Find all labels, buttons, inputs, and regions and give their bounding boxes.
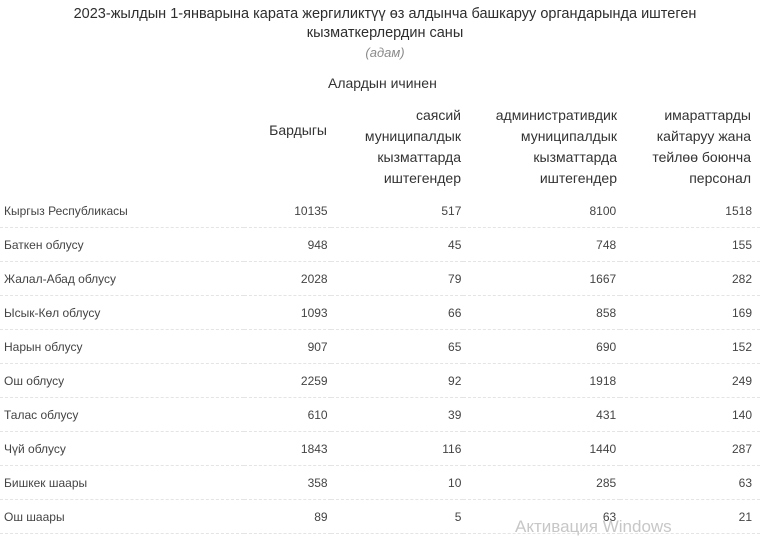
political-cell: 517 <box>330 194 464 228</box>
total-cell: 2028 <box>243 261 331 296</box>
column-header-line: иштегендер <box>539 170 617 186</box>
administrative-cell: 63 <box>463 499 621 534</box>
title-line-2: кызматкерлердин саны <box>306 25 464 41</box>
table-row: Жалал-Абад облусу 2028 79 1667 282 <box>0 261 760 296</box>
technical-cell: 21 <box>620 499 760 534</box>
technical-cell: 287 <box>620 431 760 466</box>
region-name: Кыргыз Республикасы <box>0 194 244 228</box>
column-header-line: саясий <box>415 107 461 123</box>
administrative-cell: 858 <box>463 295 621 330</box>
region-name: Жалал-Абад облусу <box>0 261 244 296</box>
title-line-1: 2023-жылдын 1-январына карата жергиликтү… <box>73 6 697 22</box>
total-cell: 2259 <box>243 363 331 398</box>
administrative-cell: 690 <box>463 329 621 364</box>
political-cell: 5 <box>330 499 464 534</box>
political-cell: 65 <box>330 329 464 364</box>
technical-cell: 249 <box>620 363 760 398</box>
table-row: Баткен облусу 948 45 748 155 <box>0 227 760 262</box>
table-row: Бишкек шаары 358 10 285 63 <box>0 465 760 500</box>
column-header-technical: имараттарды кайтаруу жана тейлөө боюнча … <box>625 105 751 189</box>
table-title: 2023-жылдын 1-январына карата жергиликтү… <box>0 5 770 43</box>
column-header-line: персонал <box>689 170 751 186</box>
political-cell: 79 <box>330 261 464 296</box>
administrative-cell: 285 <box>463 465 621 500</box>
political-cell: 92 <box>330 363 464 398</box>
political-cell: 45 <box>330 227 464 262</box>
region-name: Чүй облусу <box>0 431 244 466</box>
administrative-cell: 1440 <box>463 431 621 466</box>
group-header: Алардын ичинен <box>328 75 437 91</box>
column-header-line: кызматтарда <box>377 149 461 165</box>
political-cell: 10 <box>330 465 464 500</box>
technical-cell: 155 <box>620 227 760 262</box>
column-header-total: Бардыгы <box>269 122 327 138</box>
political-cell: 39 <box>330 397 464 432</box>
region-name: Ысык-Көл облусу <box>0 295 244 330</box>
total-cell: 948 <box>243 227 331 262</box>
political-cell: 116 <box>330 431 464 466</box>
technical-cell: 169 <box>620 295 760 330</box>
technical-cell: 1518 <box>620 194 760 228</box>
administrative-cell: 1667 <box>463 261 621 296</box>
technical-cell: 63 <box>620 465 760 500</box>
total-cell: 1843 <box>243 431 331 466</box>
table-row: Ысык-Көл облусу 1093 66 858 169 <box>0 295 760 330</box>
region-name: Ош шаары <box>0 499 244 534</box>
technical-cell: 152 <box>620 329 760 364</box>
administrative-cell: 8100 <box>463 194 621 228</box>
table-row: Чүй облусу 1843 116 1440 287 <box>0 431 760 466</box>
total-cell: 610 <box>243 397 331 432</box>
column-header-line: иштегендер <box>383 170 461 186</box>
unit-label: (адам) <box>365 45 405 60</box>
column-header-line: муниципалдык <box>520 128 617 144</box>
region-name: Бишкек шаары <box>0 465 244 500</box>
technical-cell: 140 <box>620 397 760 432</box>
region-name: Ош облусу <box>0 363 244 398</box>
column-header-line: муниципалдык <box>364 128 461 144</box>
technical-cell: 282 <box>620 261 760 296</box>
column-header-line: административдик <box>495 107 617 123</box>
region-name: Баткен облусу <box>0 227 244 262</box>
administrative-cell: 431 <box>463 397 621 432</box>
region-name: Нарын облусу <box>0 329 244 364</box>
table-row: Нарын облусу 907 65 690 152 <box>0 329 760 364</box>
total-cell: 1093 <box>243 295 331 330</box>
political-cell: 66 <box>330 295 464 330</box>
administrative-cell: 748 <box>463 227 621 262</box>
column-header-line: кайтаруу жана <box>656 128 751 144</box>
column-header-political: саясий муниципалдык кызматтарда иштегенд… <box>330 105 461 189</box>
column-header-line: тейлөө боюнча <box>652 149 751 165</box>
total-cell: 10135 <box>243 194 331 228</box>
total-cell: 358 <box>243 465 331 500</box>
column-header-line: имараттарды <box>664 107 751 123</box>
table-row: Ош облусу 2259 92 1918 249 <box>0 363 760 398</box>
column-header-administrative: административдик муниципалдык кызматтард… <box>470 105 617 189</box>
table-row: Кыргыз Республикасы 10135 517 8100 1518 <box>0 194 760 228</box>
data-table: Кыргыз Республикасы 10135 517 8100 1518 … <box>0 194 760 534</box>
column-header-line: кызматтарда <box>533 149 617 165</box>
table-row: Ош шаары 89 5 63 21 <box>0 499 760 534</box>
total-cell: 907 <box>243 329 331 364</box>
table-row: Талас облусу 610 39 431 140 <box>0 397 760 432</box>
total-cell: 89 <box>243 499 331 534</box>
administrative-cell: 1918 <box>463 363 621 398</box>
region-name: Талас облусу <box>0 397 244 432</box>
